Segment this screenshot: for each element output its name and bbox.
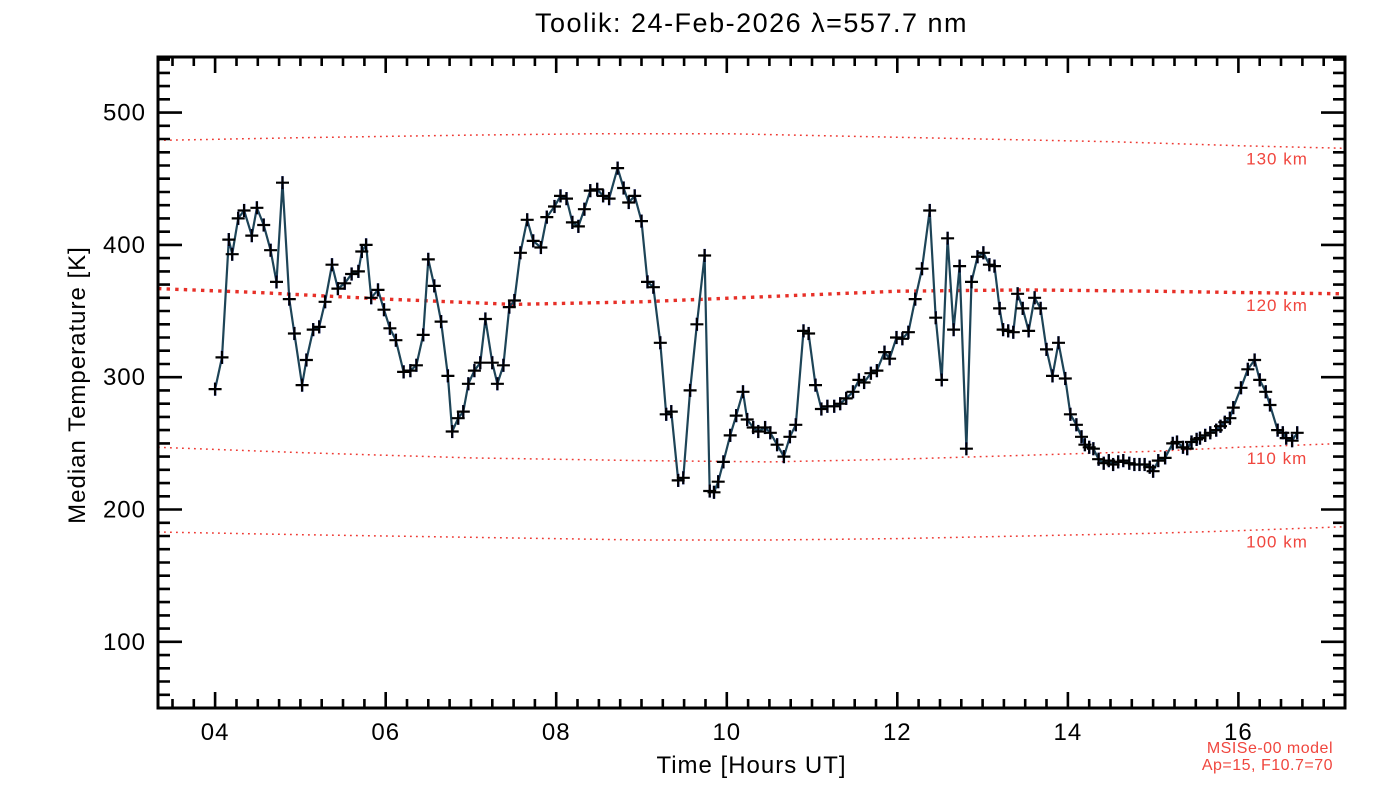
y-tick-label-300: 300	[103, 364, 146, 391]
model-reference-curves: 130 km 120 km 110 km 100 km	[157, 132, 1346, 551]
model-annotation-line2: Ap=15, F10.7=70	[1201, 757, 1333, 774]
error-bars	[213, 161, 1299, 499]
x-tick-label-10: 10	[712, 719, 741, 746]
temperature-line	[214, 167, 1299, 494]
altitude-label-130-km: 130 km	[1246, 150, 1308, 169]
x-tick-label-16: 16	[1224, 719, 1253, 746]
model-line-110-km	[157, 442, 1346, 463]
model-line-100-km	[157, 525, 1346, 541]
model-line-120-km	[157, 286, 1346, 307]
axes-frame-and-ticks	[156, 55, 1347, 710]
x-tick-label-12: 12	[883, 719, 912, 746]
x-axis-label: Time [Hours UT]	[656, 752, 847, 779]
altitude-label-100-km: 100 km	[1246, 532, 1308, 551]
x-tick-label-04: 04	[201, 719, 230, 746]
x-tick-label-08: 08	[542, 719, 571, 746]
tick-marks	[158, 57, 1347, 710]
data-series-median-temperature	[208, 161, 1304, 499]
altitude-label-120-km: 120 km	[1246, 296, 1308, 315]
y-axis-label: Median Temperature [K]	[64, 246, 91, 524]
y-tick-label-400: 400	[103, 232, 146, 259]
plot-frame	[156, 55, 1347, 710]
altitude-label-110-km: 110 km	[1247, 449, 1308, 468]
model-line-130-km	[157, 132, 1346, 150]
y-tick-label-100: 100	[103, 629, 146, 656]
model-annotation-line1: MSISe-00 model	[1206, 740, 1333, 757]
plus-markers	[208, 161, 1304, 499]
x-tick-label-06: 06	[371, 719, 400, 746]
y-tick-label-200: 200	[103, 497, 146, 524]
y-tick-label-500: 500	[103, 100, 146, 127]
chart-title: Toolik: 24-Feb-2026 λ=557.7 nm	[535, 8, 968, 38]
tick-labels: 04 06 08 10 12 14 16 100 200 300 400 500	[103, 100, 1253, 746]
x-tick-label-14: 14	[1054, 719, 1083, 746]
